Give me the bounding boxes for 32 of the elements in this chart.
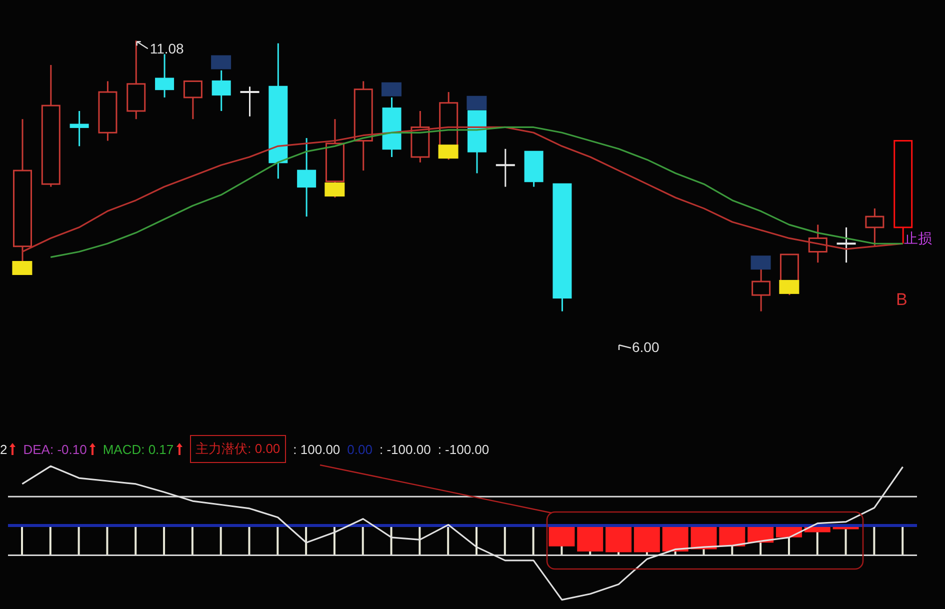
point <box>750 256 771 270</box>
candlestick <box>70 110 89 147</box>
annotation: 11.08 <box>150 40 184 57</box>
candlestick <box>865 208 884 248</box>
text: 主力潜伏: 0.00 <box>190 435 286 463</box>
candlestick <box>268 42 288 180</box>
point <box>466 96 487 110</box>
text: MACD: 0.17 <box>102 442 175 456</box>
text: DEA: -0.10 <box>23 442 88 456</box>
annotation: B <box>896 290 908 310</box>
candlestick <box>297 137 316 218</box>
text: 0.00 <box>347 442 372 456</box>
candlestick <box>382 96 402 158</box>
text: 2 <box>0 442 8 456</box>
candlestick <box>439 91 458 160</box>
candlestick <box>155 53 174 98</box>
point <box>438 144 458 159</box>
point <box>211 55 232 70</box>
text: : 100.00 <box>293 442 340 456</box>
point <box>381 82 402 96</box>
candlestick <box>808 224 828 264</box>
point <box>12 260 32 275</box>
point <box>779 280 800 294</box>
point <box>324 182 345 196</box>
text: : -100.00 <box>379 442 431 456</box>
text: 6.00 <box>632 339 660 355</box>
candlestick <box>212 70 231 112</box>
candlestick <box>325 118 344 198</box>
candlestick <box>354 80 373 172</box>
text: : -100.00 <box>438 442 490 456</box>
annotation: 止损 <box>904 230 932 248</box>
candlestick <box>98 80 118 142</box>
